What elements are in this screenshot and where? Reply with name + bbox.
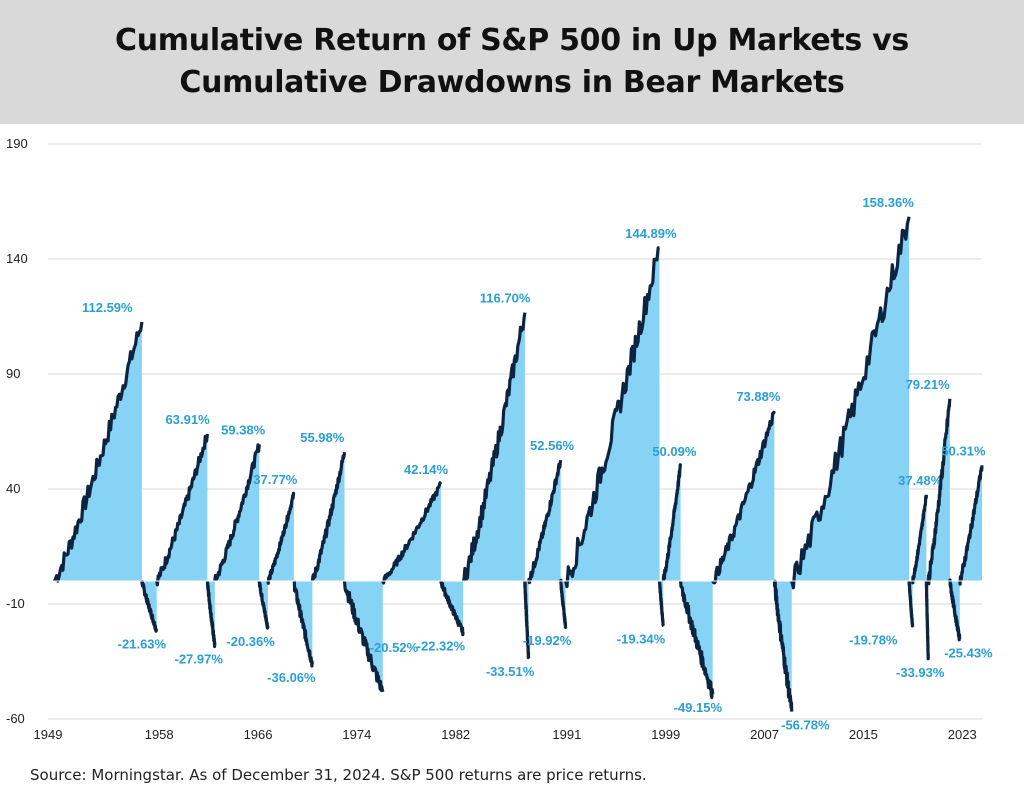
data-label: -21.63% [118, 637, 167, 652]
bull-market-line [461, 312, 527, 582]
source-note: Source: Morningstar. As of December 31, … [30, 766, 647, 784]
data-label: -36.06% [267, 670, 316, 685]
data-label: 73.88% [736, 389, 781, 404]
bull-market-area [463, 312, 525, 581]
bull-market-line [711, 410, 776, 585]
bear-market-line [257, 580, 270, 630]
y-tick-label: 190 [6, 136, 28, 151]
data-label: 55.98% [300, 430, 345, 445]
data-label: 112.59% [82, 300, 133, 315]
y-tick-label: 140 [6, 251, 28, 266]
bear-market-line [679, 580, 715, 700]
bull-market-area [54, 322, 142, 582]
bull-market-line [155, 433, 209, 587]
x-tick-label: 1999 [651, 727, 680, 742]
bull-market-area [156, 434, 208, 585]
bear-market-line [292, 579, 314, 668]
data-label: 79.21% [906, 377, 951, 392]
bull-market-area [928, 398, 950, 584]
bull-market-line [790, 216, 911, 590]
bear-market-line [140, 580, 159, 633]
data-label: 37.48% [898, 473, 943, 488]
bull-market-line [564, 246, 660, 589]
data-label: 52.56% [530, 438, 575, 453]
x-tick-label: 1974 [342, 727, 371, 742]
bear-market-line [657, 580, 665, 628]
bear-market-line [924, 581, 930, 661]
bull-market-area [663, 464, 681, 581]
bull-market-area [712, 411, 775, 583]
chart-area: 190 140 90 40 -10 -60 1949 1958 1966 1974 1982 1991… [6, 136, 993, 742]
bull-market-area [959, 465, 982, 585]
y-tick-label: -10 [6, 596, 25, 611]
bear-market-line [439, 580, 465, 637]
bull-market-area [267, 493, 294, 584]
bull-market-line [958, 465, 984, 586]
bear-market-line [772, 579, 794, 712]
data-label: 158.36% [862, 195, 914, 210]
data-label: -49.15% [674, 700, 723, 715]
y-tick-label: -60 [6, 711, 25, 726]
data-label: 116.70% [480, 291, 531, 306]
data-label: 42.14% [404, 462, 449, 477]
data-label: -33.93% [896, 665, 945, 680]
bull-market-line [52, 321, 144, 583]
bull-market-area [382, 482, 441, 583]
x-tick-label: 1949 [34, 727, 63, 742]
bull-market-area [565, 247, 660, 587]
data-label: -56.78% [781, 718, 830, 733]
data-label: -19.92% [523, 633, 572, 648]
bear-market-line [559, 578, 568, 629]
bull-market-line [381, 481, 443, 585]
data-label: -19.78% [849, 632, 898, 647]
data-label: -20.36% [226, 634, 275, 649]
bull-market-line [266, 491, 296, 585]
x-tick-label: 1966 [244, 727, 273, 742]
y-tick-label: 40 [6, 481, 20, 496]
data-label: -33.51% [486, 664, 535, 679]
data-label: -27.97% [175, 651, 224, 666]
bull-market-line [661, 463, 683, 582]
x-tick-label: 2007 [750, 727, 779, 742]
data-label: 63.91% [166, 412, 211, 427]
bull-market-line [911, 494, 928, 585]
data-label: 37.77% [253, 472, 298, 487]
bear-market-line [948, 578, 962, 642]
bear-market-line [907, 580, 915, 628]
data-label: 50.31% [941, 443, 986, 458]
chart-title-line-1: Cumulative Return of S&P 500 in Up Marke… [115, 23, 909, 58]
y-tick-label: 90 [6, 366, 20, 381]
bull-market-line [213, 443, 261, 582]
bear-market-line [523, 581, 531, 660]
bull-market-line [310, 452, 347, 582]
bull-market-line [527, 459, 563, 585]
bull-market-line [926, 398, 952, 586]
data-label: -22.32% [417, 638, 466, 653]
x-tick-label: 2015 [849, 727, 878, 742]
bull-market-area [312, 452, 345, 581]
title-bar: Cumulative Return of S&P 500 in Up Marke… [0, 0, 1024, 124]
chart-title-line-2: Cumulative Drawdowns in Bear Markets [179, 65, 845, 100]
data-label: -25.43% [944, 645, 993, 660]
x-tick-label: 1958 [145, 727, 174, 742]
data-label: -20.52% [370, 640, 419, 655]
bull-market-area [912, 494, 927, 583]
data-label: 59.38% [221, 422, 266, 437]
data-label: 50.09% [652, 444, 697, 459]
x-tick-label: 2023 [948, 727, 977, 742]
x-tick-label: 1991 [552, 727, 581, 742]
data-label: 144.89% [625, 226, 677, 241]
bull-market-area [791, 216, 910, 588]
data-label: -19.34% [617, 631, 666, 646]
bull-market-area [214, 444, 260, 581]
x-tick-label: 1982 [441, 727, 470, 742]
bear-market-line [205, 580, 217, 649]
bear-market-line [342, 580, 385, 693]
bull-market-area [528, 460, 561, 583]
